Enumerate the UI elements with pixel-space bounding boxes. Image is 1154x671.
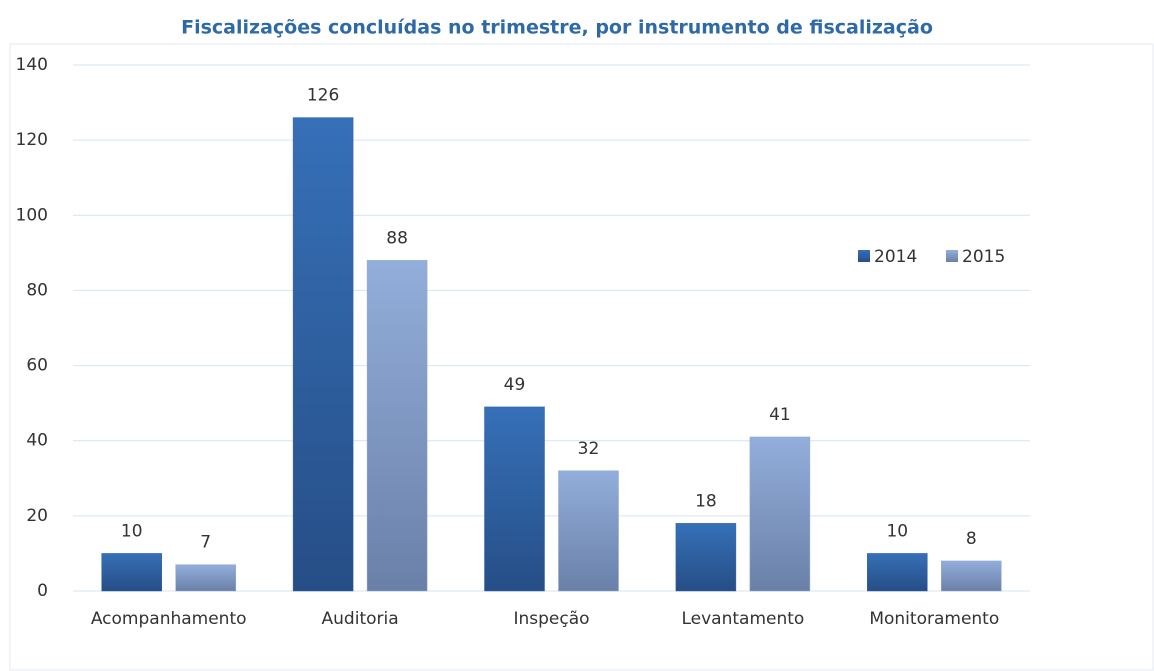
- bar: [749, 436, 811, 592]
- value-label: 7: [200, 533, 211, 553]
- bar: [366, 260, 428, 592]
- bar: [101, 553, 162, 592]
- legend-label: 2015: [962, 247, 1005, 267]
- y-tick-label: 20: [26, 506, 48, 526]
- bar: [292, 117, 354, 592]
- value-label: 41: [769, 405, 791, 425]
- legend-label: 2014: [874, 247, 917, 267]
- bar: [558, 470, 619, 592]
- y-tick-label: 60: [26, 356, 48, 376]
- y-tick-label: 40: [26, 431, 48, 451]
- value-label: 10: [121, 521, 143, 541]
- chart-frame: [9, 43, 1154, 671]
- y-tick-label: 100: [16, 205, 48, 225]
- value-label: 18: [695, 491, 717, 511]
- x-tick-label: Acompanhamento: [91, 609, 247, 629]
- y-tick-label: 80: [26, 280, 48, 300]
- value-label: 49: [504, 375, 526, 395]
- x-tick-label: Levantamento: [681, 609, 804, 629]
- x-tick-label: Inspeção: [513, 609, 589, 629]
- chart-title: Fiscalizações concluídas no trimestre, p…: [181, 17, 933, 39]
- legend-swatch: [858, 250, 870, 262]
- legend-swatch: [946, 250, 958, 262]
- value-label: 10: [886, 521, 908, 541]
- bar: [941, 560, 1002, 592]
- y-tick-label: 120: [16, 130, 48, 150]
- value-label: 32: [578, 439, 600, 459]
- bar: [484, 406, 545, 592]
- bar: [675, 523, 737, 592]
- y-tick-label: 140: [16, 55, 48, 75]
- value-label: 126: [307, 86, 339, 106]
- x-tick-label: Auditoria: [322, 609, 399, 629]
- value-label: 88: [386, 228, 408, 248]
- bar: [175, 564, 236, 592]
- bar: [867, 553, 928, 592]
- x-tick-label: Monitoramento: [869, 609, 999, 629]
- value-label: 8: [966, 529, 977, 549]
- y-tick-label: 0: [37, 581, 48, 601]
